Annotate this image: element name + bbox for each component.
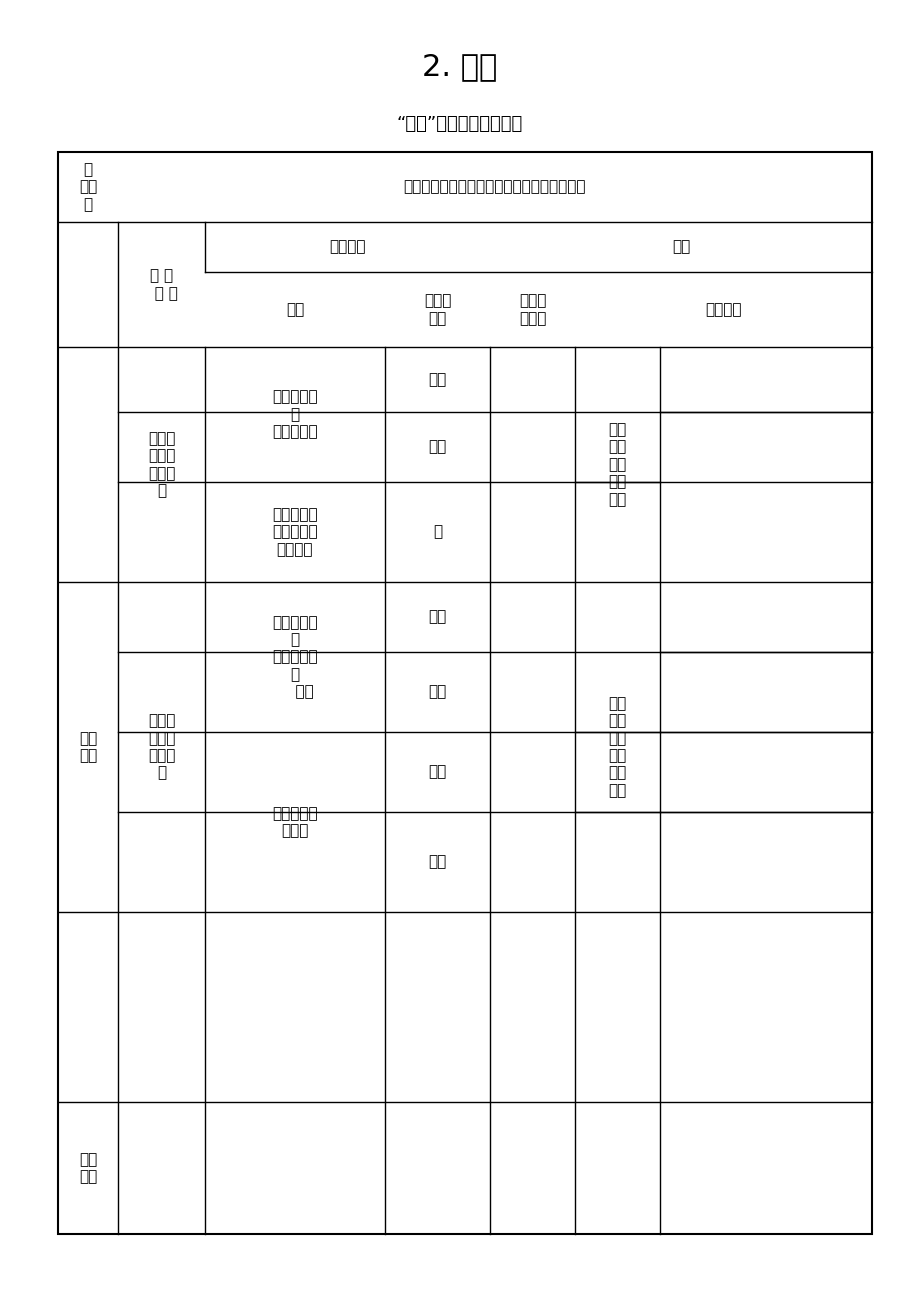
Text: 提 出
  任 务: 提 出 任 务 bbox=[145, 268, 177, 301]
Text: 用几段塑料
槽搭一个较
长的斜面: 用几段塑料 槽搭一个较 长的斜面 bbox=[272, 506, 317, 557]
Text: 石块: 石块 bbox=[428, 372, 446, 387]
Text: 是否完
成任务: 是否完 成任务 bbox=[518, 293, 546, 326]
Text: 测试
过程: 测试 过程 bbox=[79, 730, 97, 763]
Text: 从高处
往低处
搬运物
体: 从高处 往低处 搬运物 体 bbox=[148, 431, 175, 499]
Text: 搬运的
物体: 搬运的 物体 bbox=[424, 293, 450, 326]
Text: 从低处
往高处
搬运物
体: 从低处 往高处 搬运物 体 bbox=[148, 713, 175, 781]
Text: 用力情况: 用力情况 bbox=[705, 302, 741, 316]
Text: 测
试任
务: 测 试任 务 bbox=[79, 163, 97, 212]
Text: 水: 水 bbox=[433, 525, 442, 539]
Text: 我的
发现: 我的 发现 bbox=[79, 1152, 97, 1185]
Bar bbox=[58, 152, 871, 1234]
Text: 用塑料槽搭
一
个斜面滑道: 用塑料槽搭 一 个斜面滑道 bbox=[272, 389, 317, 439]
Text: 木块: 木块 bbox=[428, 440, 446, 454]
Text: 评价: 评价 bbox=[671, 240, 689, 254]
Text: 用弹
簧测
力计
测量
力的
大小: 用弹 簧测 力计 测量 力的 大小 bbox=[607, 697, 626, 798]
Text: “斜面”的作用测试记录表: “斜面”的作用测试记录表 bbox=[396, 115, 523, 133]
Text: 是否
需要
人为
施加
推力: 是否 需要 人为 施加 推力 bbox=[607, 422, 626, 506]
Text: 搭建不同斜面模拟搬运物体，测试斜面的作用: 搭建不同斜面模拟搬运物体，测试斜面的作用 bbox=[403, 180, 585, 194]
Text: 方法: 方法 bbox=[286, 302, 304, 316]
Text: 石块: 石块 bbox=[428, 854, 446, 870]
Text: 木块: 木块 bbox=[428, 609, 446, 625]
Text: 石块: 石块 bbox=[428, 685, 446, 699]
Text: 2. 斜面: 2. 斜面 bbox=[422, 52, 497, 82]
Text: 用木板搭一
个
斜面，沿斜
面
    拖动: 用木板搭一 个 斜面，沿斜 面 拖动 bbox=[272, 615, 317, 699]
Text: 不用斜面直
接提升: 不用斜面直 接提升 bbox=[272, 806, 317, 838]
Text: 模拟实验: 模拟实验 bbox=[329, 240, 366, 254]
Text: 木块: 木块 bbox=[428, 764, 446, 780]
